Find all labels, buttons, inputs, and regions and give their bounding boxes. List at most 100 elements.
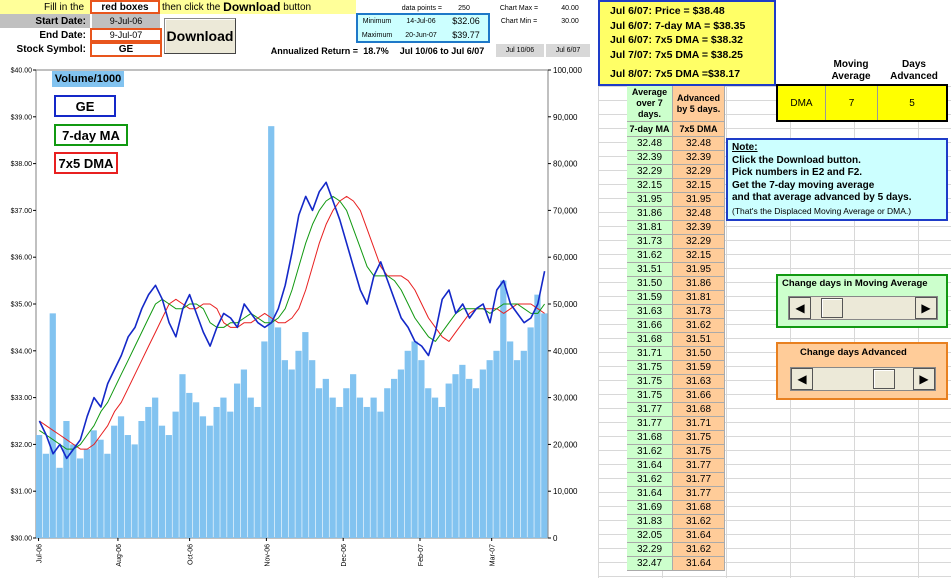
annualized-value: 18.7% xyxy=(363,45,389,56)
dma-cell: 31.59 xyxy=(673,361,725,375)
dma-cell: 31.64 xyxy=(673,557,725,571)
min-max-box xyxy=(356,13,490,43)
volume-bar xyxy=(193,402,200,538)
ma-cell: 32.48 xyxy=(627,137,673,151)
volume-bar xyxy=(507,341,514,538)
ma-cell: 31.62 xyxy=(627,445,673,459)
y-right-tick-label: 90,000 xyxy=(553,113,578,122)
triangle-right-icon: ▶ xyxy=(919,372,929,386)
annualized-label: Annualized Return = xyxy=(270,45,358,56)
volume-bar xyxy=(472,388,480,538)
legend-dma: 7x5 DMA xyxy=(54,152,118,174)
volume-bar xyxy=(233,383,241,538)
range-from: Jul 10/06 xyxy=(496,44,544,57)
dma-cell: 31.62 xyxy=(673,319,725,333)
ma-cell: 31.66 xyxy=(627,319,673,333)
ma-cell: 31.73 xyxy=(627,235,673,249)
ma-scroll-right-button[interactable]: ▶ xyxy=(915,297,937,319)
y-right-tick-label: 0 xyxy=(553,534,558,543)
dma-cell: 32.39 xyxy=(673,151,725,165)
y-left-tick-label: $37.00 xyxy=(11,208,33,215)
stock-symbol-label: Stock Symbol: xyxy=(0,42,90,57)
note-title: Note: xyxy=(732,142,758,153)
volume-bar xyxy=(343,388,350,538)
dma-cell: 31.75 xyxy=(673,431,725,445)
dma-cell: 31.86 xyxy=(673,277,725,291)
legend-price: GE xyxy=(54,95,116,117)
volume-bar xyxy=(165,435,172,538)
ma-cell: 32.29 xyxy=(627,543,673,557)
volume-bar xyxy=(179,374,186,538)
dma-column-header: Advanced by 5 days. xyxy=(673,86,725,122)
download-button[interactable]: Download xyxy=(164,18,236,54)
ma-scroll-thumb[interactable] xyxy=(821,298,844,318)
dma-cell: 31.71 xyxy=(673,417,725,431)
y-right-tick-label: 30,000 xyxy=(553,394,578,403)
adv-scrollbar[interactable]: ◀ ▶ xyxy=(790,367,936,391)
volume-bar xyxy=(445,383,452,538)
adv-scroll-thumb[interactable] xyxy=(873,369,895,389)
dma-cell: 32.15 xyxy=(673,179,725,193)
note-line: Click the Download button. xyxy=(732,154,861,166)
note-small: (That's the Displaced Moving Average or … xyxy=(732,205,912,216)
dma-line xyxy=(39,195,545,450)
volume-bar xyxy=(274,327,282,538)
x-tick-label: Mar-07 xyxy=(490,544,497,566)
adv-scroller-label: Change days Advanced xyxy=(800,347,907,358)
note-box: Note: Click the Download button. Pick nu… xyxy=(726,138,948,221)
ma-scroll-left-button[interactable]: ◀ xyxy=(789,297,811,319)
ma-cell: 32.29 xyxy=(627,165,673,179)
y-left-tick-label: $30.00 xyxy=(11,536,33,543)
y-left-tick-label: $33.00 xyxy=(11,395,33,402)
dma-cell: 31.95 xyxy=(673,263,725,277)
volume-bar xyxy=(500,280,507,538)
y-left-tick-label: $34.00 xyxy=(11,348,33,355)
volume-bar xyxy=(36,435,43,538)
adv-scroll-right-button[interactable]: ▶ xyxy=(913,368,935,390)
chart-max-label: Chart Max = xyxy=(499,4,539,12)
volume-bar xyxy=(350,374,357,538)
chart-min-value: 30.00 xyxy=(561,17,579,25)
volume-bar xyxy=(206,425,213,538)
dma-cell: 31.77 xyxy=(673,487,725,501)
x-tick-label: Nov-06 xyxy=(264,544,271,567)
start-date-input[interactable]: 9-Jul-06 xyxy=(92,14,160,28)
ma-scrollbar[interactable]: ◀ ▶ xyxy=(788,296,938,320)
volume-bar xyxy=(486,360,493,538)
volume-bar xyxy=(104,453,111,538)
volume-bar xyxy=(404,350,411,538)
volume-bar xyxy=(493,350,500,538)
volume-bar xyxy=(124,435,131,538)
ma-cell: 31.63 xyxy=(627,305,673,319)
ma-cell: 31.64 xyxy=(627,459,673,473)
y-right-tick-label: 40,000 xyxy=(553,347,578,356)
moving-average-value[interactable]: 7 xyxy=(826,86,878,120)
days-advanced-value[interactable]: 5 xyxy=(909,97,915,109)
annualized-range: Jul 10/06 to Jul 6/07 xyxy=(399,45,485,56)
price-summary-line: Jul 6/07: 7x5 DMA = $38.32 xyxy=(610,34,743,46)
volume-bar xyxy=(315,388,323,538)
ma-cell: 31.75 xyxy=(627,375,673,389)
stock-symbol-input[interactable]: GE xyxy=(90,42,162,57)
dma-cell: 32.29 xyxy=(673,235,725,249)
ma-cell: 31.71 xyxy=(627,347,673,361)
volume-bar xyxy=(384,388,391,538)
maximum-label: Maximum xyxy=(361,31,393,39)
dma-cell: 31.63 xyxy=(673,375,725,389)
adv-scroll-left-button[interactable]: ◀ xyxy=(791,368,813,390)
x-tick-label: Dec-06 xyxy=(341,544,348,567)
dma-cell: 31.77 xyxy=(673,473,725,487)
volume-bar xyxy=(247,397,254,538)
moving-average-header: Moving Average xyxy=(831,59,871,82)
y-right-tick-label: 10,000 xyxy=(553,487,578,496)
ma-cell: 31.77 xyxy=(627,403,673,417)
maximum-value: $39.77 xyxy=(452,30,480,40)
ma-column-header: Average over 7 days. xyxy=(627,86,673,122)
dma-cell: 32.48 xyxy=(673,207,725,221)
end-date-input[interactable]: 9-Jul-07 xyxy=(90,28,162,42)
days-advanced-header: Days Advanced xyxy=(890,59,938,82)
end-date-label: End Date: xyxy=(0,28,90,42)
ma-cell: 31.68 xyxy=(627,333,673,347)
volume-bar xyxy=(158,425,166,538)
price-summary-line: Jul 8/07: 7x5 DMA =$38.17 xyxy=(610,68,741,80)
